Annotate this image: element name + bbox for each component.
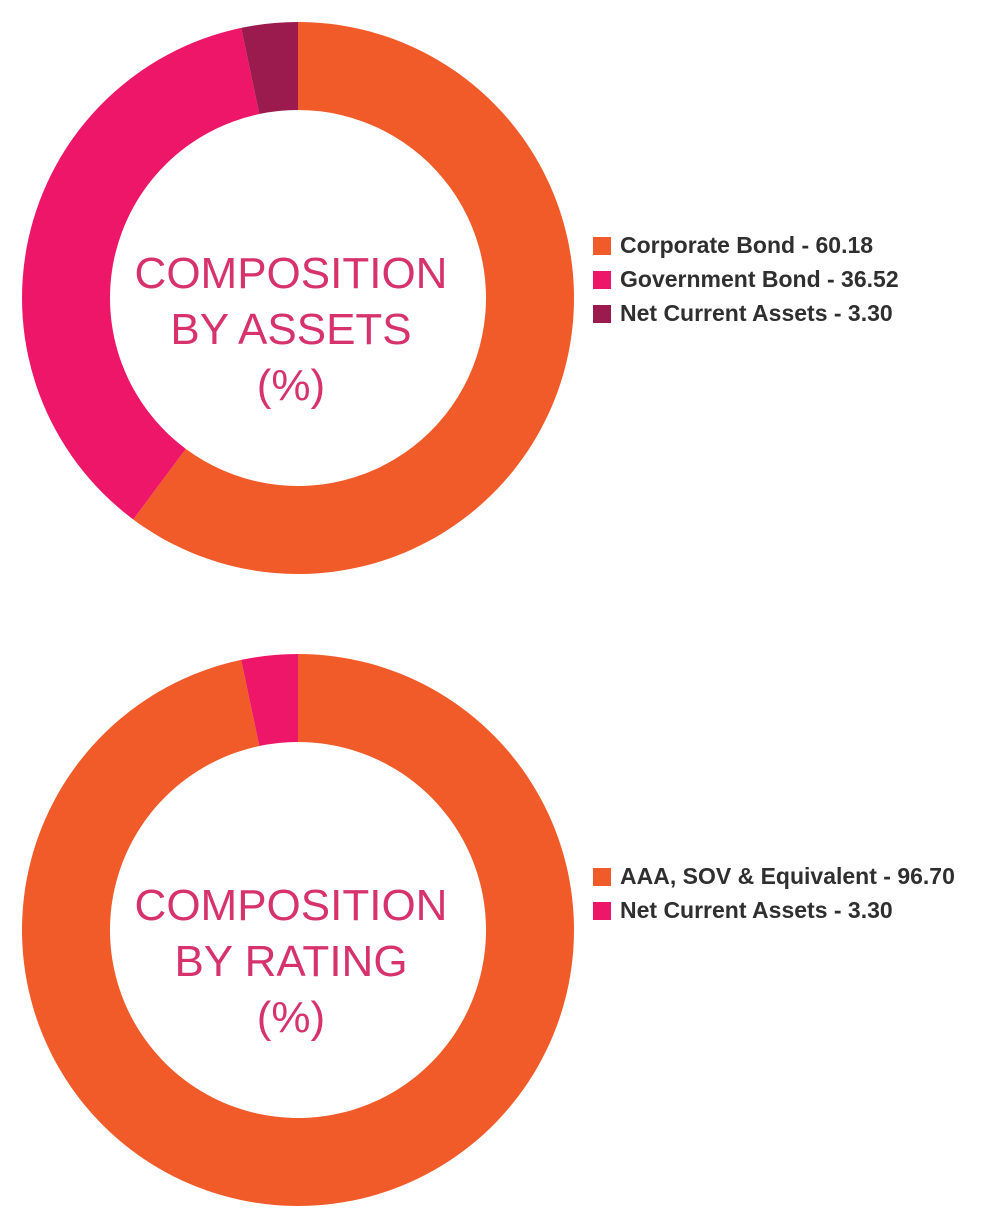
title-line-3: (%) — [256, 361, 326, 410]
title-line-1: COMPOSITION — [134, 881, 448, 930]
legend-item-net-current-assets: Net Current Assets - 3.30 — [593, 296, 973, 330]
legend-swatch — [593, 305, 611, 323]
legend-item-aaa-sov-equivalent: AAA, SOV & Equivalent - 96.70 — [593, 859, 973, 893]
legend-swatch — [593, 868, 611, 886]
legend-label: Corporate Bond - 60.18 — [620, 232, 874, 258]
donut-slice-aaa-sov-equivalent — [21, 654, 575, 1206]
donut-slice-government-bond — [21, 27, 260, 520]
composition-by-assets-donut — [21, 22, 574, 574]
legend-item-net-current-assets: Net Current Assets - 3.30 — [593, 893, 973, 927]
legend-label: Net Current Assets - 3.30 — [620, 300, 893, 326]
legend-item-corporate-bond: Corporate Bond - 60.18 — [593, 228, 973, 262]
legend-label: Net Current Assets - 3.30 — [620, 897, 893, 923]
legend-item-government-bond: Government Bond - 36.52 — [593, 262, 973, 296]
title-line-2: BY RATING — [174, 937, 408, 986]
composition-by-rating-donut — [21, 654, 575, 1206]
composition-by-assets-chart: COMPOSITION BY ASSETS (%) Corporate Bond… — [0, 18, 986, 578]
composition-by-assets-title: COMPOSITION BY ASSETS (%) — [96, 246, 486, 414]
donut-slice-net-current-assets — [241, 22, 298, 115]
composition-by-assets-legend: Corporate Bond - 60.18 Government Bond -… — [593, 228, 973, 330]
composition-by-rating-title: COMPOSITION BY RATING (%) — [96, 878, 486, 1046]
title-line-2: BY ASSETS — [170, 305, 412, 354]
donut-slice-net-current-assets — [241, 654, 298, 747]
legend-label: Government Bond - 36.52 — [620, 266, 899, 292]
composition-by-rating-chart: COMPOSITION BY RATING (%) AAA, SOV & Equ… — [0, 650, 986, 1210]
donut-slice-corporate-bond — [133, 22, 574, 574]
title-line-1: COMPOSITION — [134, 249, 448, 298]
legend-swatch — [593, 271, 611, 289]
legend-swatch — [593, 902, 611, 920]
composition-by-rating-legend: AAA, SOV & Equivalent - 96.70 Net Curren… — [593, 859, 973, 927]
legend-label: AAA, SOV & Equivalent - 96.70 — [620, 863, 955, 889]
title-line-3: (%) — [256, 993, 326, 1042]
legend-swatch — [593, 237, 611, 255]
